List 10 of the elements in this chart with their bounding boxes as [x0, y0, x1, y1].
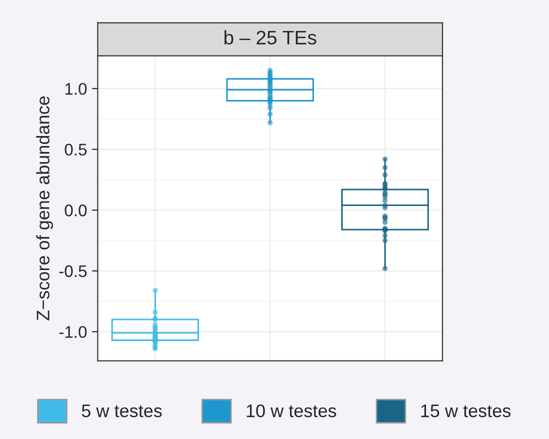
y-tick-label: 0.5 — [64, 144, 87, 156]
chart-title: b – 25 TEs — [224, 30, 316, 45]
y-tick-label: 0.0 — [64, 204, 87, 216]
y-tick-label: 1.0 — [65, 82, 87, 95]
legend-label: 5 w testes — [82, 404, 162, 418]
y-axis-title: Z−score of gene abundance — [36, 96, 54, 320]
y-tick-label: -1.0 — [59, 326, 87, 338]
legend-label: 10 w testes — [246, 404, 336, 418]
legend-label: 15 w testes — [421, 404, 511, 418]
y-tick-label: -0.5 — [59, 265, 87, 278]
